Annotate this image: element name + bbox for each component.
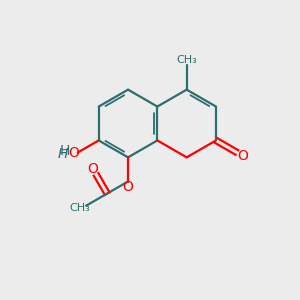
Text: O: O <box>87 162 98 176</box>
Text: H: H <box>59 144 70 158</box>
Text: O: O <box>237 149 248 163</box>
Text: CH₃: CH₃ <box>70 203 90 213</box>
Text: HO: HO <box>47 147 68 161</box>
Text: CH₃: CH₃ <box>176 55 197 65</box>
Text: H: H <box>58 147 68 161</box>
Text: O: O <box>123 180 134 194</box>
Text: O: O <box>68 146 79 160</box>
